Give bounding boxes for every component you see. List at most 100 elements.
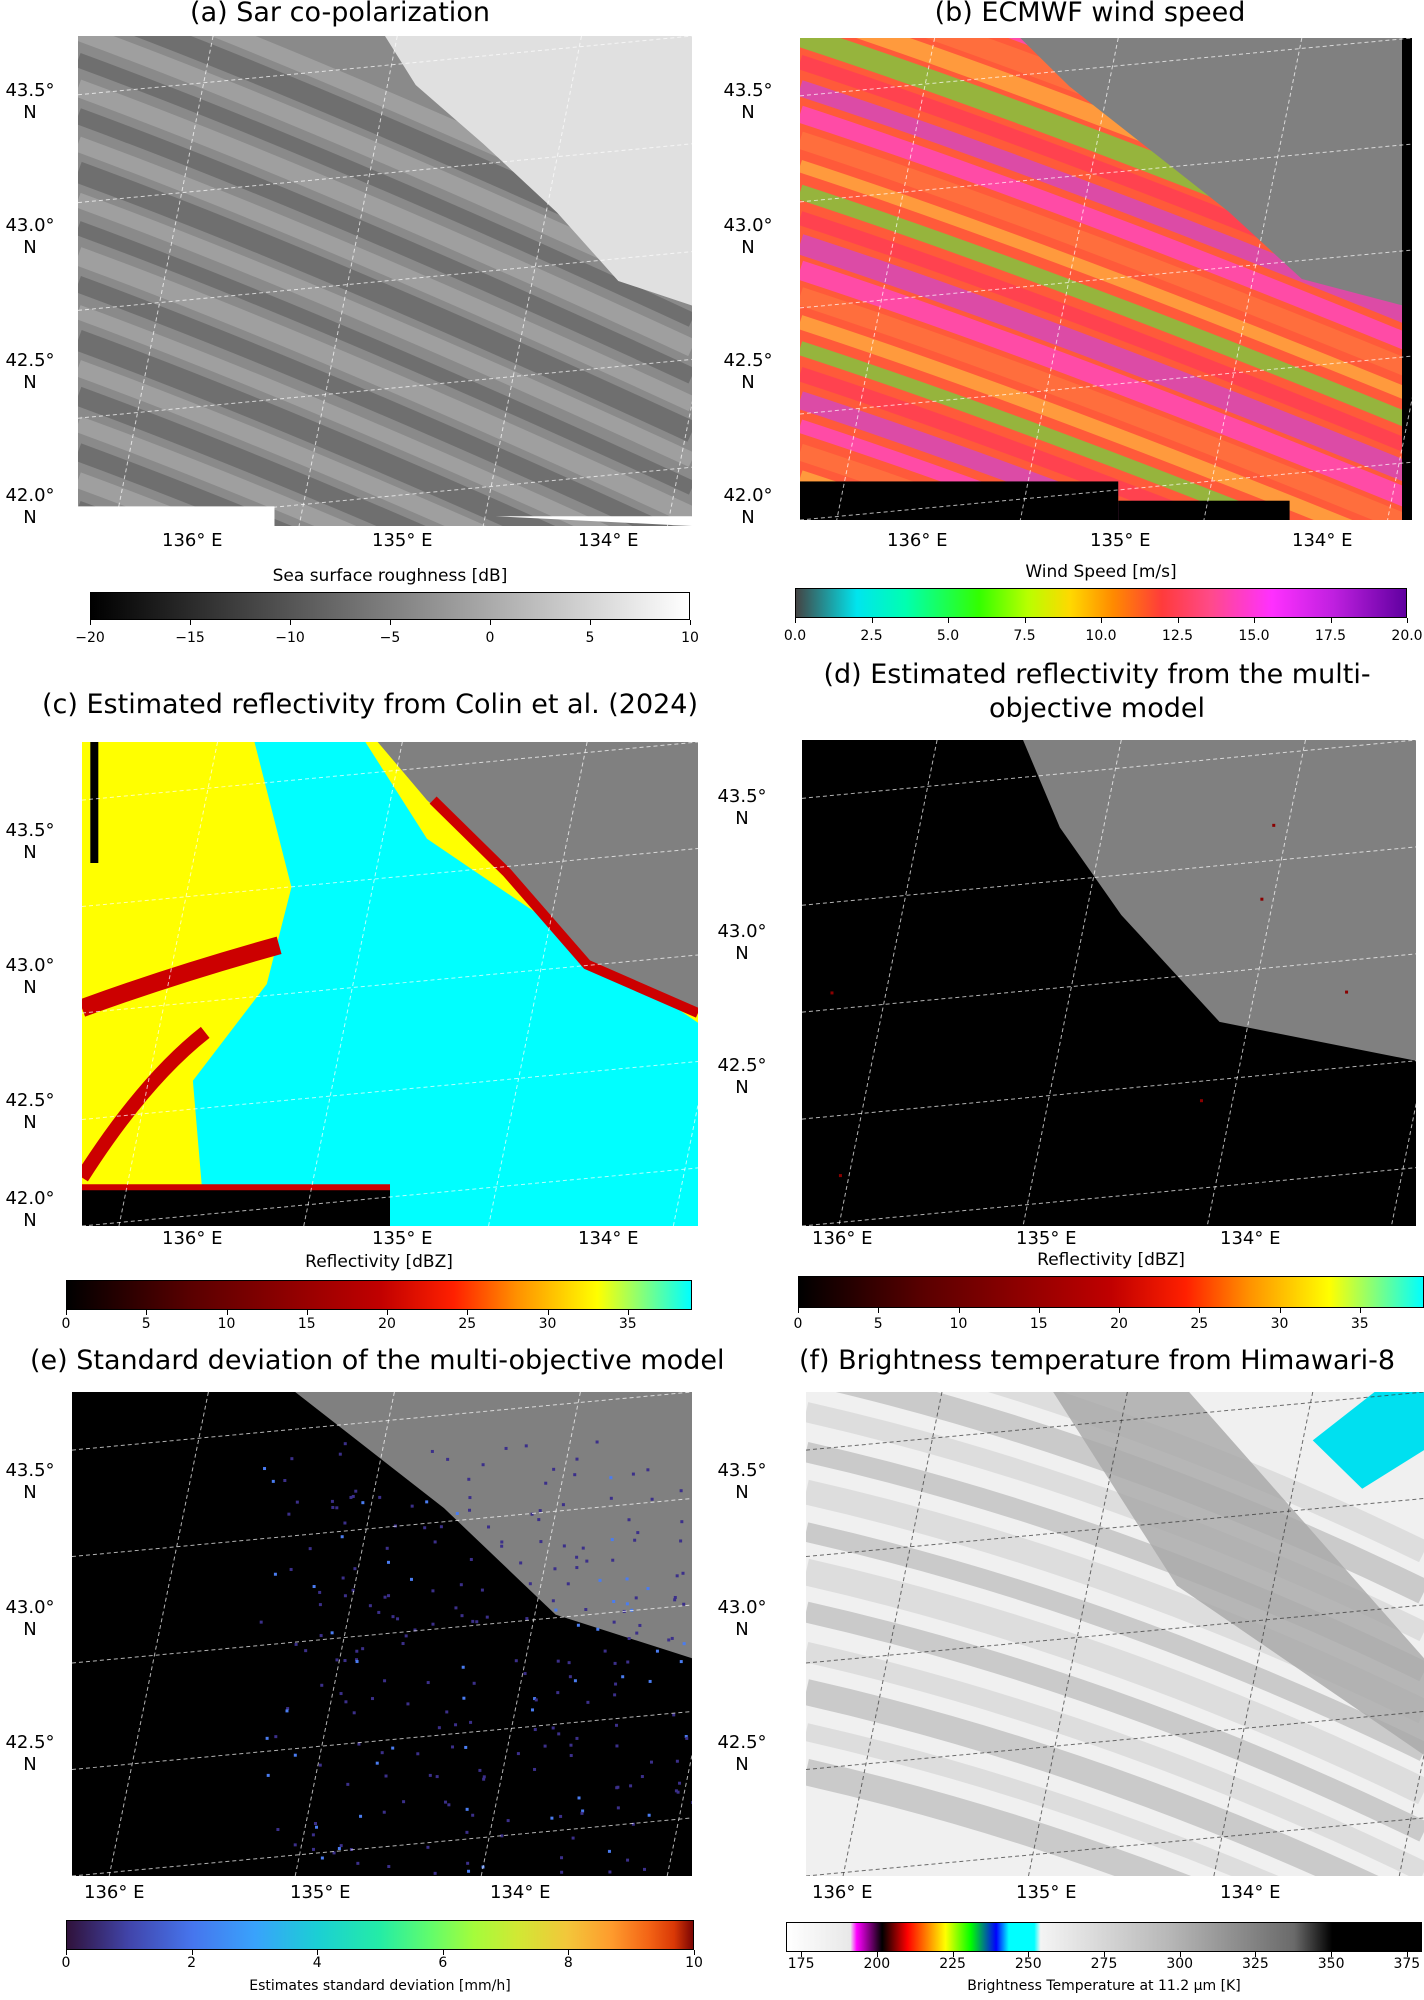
colorbar-tick-label: 15 — [1029, 1316, 1048, 1332]
colorbar-tick-label: 5 — [141, 1316, 151, 1332]
colorbar-tick-mark — [1255, 1952, 1257, 1957]
lat-unit: N — [735, 808, 749, 829]
lon-tick-label: 135° E — [290, 1882, 351, 1903]
lon-tick-label: 136° E — [162, 1228, 223, 1249]
lat-tick-label: 42.5° N — [712, 1732, 772, 1776]
colorbar-tick-mark — [1177, 618, 1179, 623]
colorbar-tick-mark — [568, 1950, 570, 1955]
lat-value: 43.5° — [5, 1460, 55, 1481]
lat-tick-label: 43.0° N — [0, 1597, 60, 1641]
colorbar-tick-label: 12.5 — [1161, 628, 1194, 644]
lat-unit: N — [23, 237, 37, 258]
lon-tick-label: 134° E — [1292, 530, 1353, 551]
lat-value: 42.5° — [5, 350, 55, 371]
colorbar-tick-label: 35 — [618, 1316, 637, 1332]
colorbar — [786, 1922, 1422, 1952]
colorbar-tick-mark — [1359, 1308, 1361, 1313]
colorbar-tick-mark — [490, 620, 491, 625]
colorbar — [66, 1280, 692, 1310]
lat-tick-label: 42.5° N — [0, 1732, 60, 1776]
colorbar-tick-label: 25 — [1190, 1316, 1209, 1332]
colorbar-tick-label: 10 — [949, 1316, 968, 1332]
lat-value: 43.0° — [5, 955, 55, 976]
lat-tick-label: 42.5° N — [0, 1090, 60, 1134]
lat-value: 42.0° — [5, 1188, 55, 1209]
colorbar-tick-label: 0 — [61, 1316, 71, 1332]
colorbar-tick-mark — [690, 620, 691, 625]
lat-value: 43.5° — [5, 80, 55, 101]
lat-unit: N — [23, 372, 37, 393]
lat-unit: N — [741, 237, 755, 258]
colorbar-tick-mark — [1028, 1952, 1030, 1957]
colorbar-tick-label: 275 — [1090, 1956, 1118, 1972]
colorbar-label: Sea surface roughness [dB] — [272, 566, 508, 586]
lat-unit: N — [741, 372, 755, 393]
lat-unit: N — [735, 1077, 749, 1098]
colorbar-tick-mark — [467, 1310, 469, 1315]
colorbar-tick-mark — [958, 1308, 960, 1313]
lat-value: 43.0° — [5, 215, 55, 236]
lon-tick-label: 135° E — [1090, 530, 1151, 551]
lat-value: 42.5° — [5, 1090, 55, 1111]
colorbar-tick-mark — [442, 1950, 444, 1955]
colorbar-tick-mark — [948, 618, 949, 623]
lon-tick-label: 136° E — [887, 530, 948, 551]
colorbar-tick-label: 10 — [685, 1955, 703, 1971]
colorbar-tick-mark — [390, 620, 391, 625]
colorbar-tick-mark — [1406, 1952, 1408, 1957]
lat-value: 43.0° — [5, 1597, 55, 1618]
lat-unit: N — [23, 507, 37, 528]
map-image — [82, 742, 698, 1226]
colorbar-tick-mark — [1331, 1952, 1333, 1957]
colorbar-tick-mark — [547, 1310, 549, 1315]
colorbar-tick-mark — [1407, 618, 1408, 623]
colorbar-tick-label: −10 — [275, 630, 305, 646]
lat-tick-label: 43.5° N — [712, 1460, 772, 1504]
colorbar-label: Brightness Temperature at 11.2 µm [K] — [967, 1978, 1241, 1994]
panel-title: (c) Estimated reflectivity from Colin et… — [41, 689, 699, 720]
lat-value: 42.5° — [5, 1732, 55, 1753]
colorbar-tick-mark — [1199, 1308, 1201, 1313]
colorbar-tick-label: 350 — [1317, 1956, 1345, 1972]
colorbar-tick-label: 6 — [438, 1955, 448, 1971]
colorbar-tick-label: 5 — [585, 630, 595, 646]
map-raster — [800, 38, 1412, 520]
colorbar-tick-label: 0.0 — [783, 628, 807, 644]
lon-tick-label: 134° E — [1220, 1882, 1281, 1903]
lon-tick-label: 135° E — [372, 530, 433, 551]
lat-value: 43.5° — [717, 1460, 767, 1481]
colorbar-tick-mark — [952, 1952, 954, 1957]
colorbar-tick-mark — [191, 1950, 193, 1955]
lat-tick-label: 43.5° N — [712, 786, 772, 830]
lat-unit: N — [23, 1482, 37, 1503]
colorbar-tick-mark — [627, 1310, 629, 1315]
map-image — [802, 740, 1416, 1226]
lat-tick-label: 43.0° N — [712, 1597, 772, 1641]
lon-tick-label: 134° E — [578, 1228, 639, 1249]
colorbar-tick-mark — [290, 620, 291, 625]
lat-unit: N — [735, 1482, 749, 1503]
lon-tick-label: 136° E — [84, 1882, 145, 1903]
colorbar — [90, 592, 690, 620]
lat-value: 43.5° — [717, 786, 767, 807]
lat-value: 43.0° — [723, 215, 773, 236]
colorbar-tick-mark — [317, 1950, 319, 1955]
colorbar-tick-mark — [90, 620, 91, 625]
colorbar-tick-label: 8 — [563, 1955, 573, 1971]
colorbar-tick-mark — [801, 1952, 803, 1957]
lon-tick-label: 134° E — [1220, 1228, 1281, 1249]
lon-tick-label: 135° E — [1016, 1228, 1077, 1249]
colorbar-tick-mark — [694, 1950, 695, 1955]
colorbar-tick-label: 4 — [312, 1955, 322, 1971]
colorbar-tick-label: 7.5 — [1013, 628, 1036, 644]
colorbar-tick-mark — [876, 1952, 878, 1957]
colorbar-tick-label: 250 — [1014, 1956, 1042, 1972]
panel-title: (f) Brightness temperature from Himawari… — [798, 1345, 1396, 1376]
colorbar-tick-label: 10.0 — [1085, 628, 1117, 644]
colorbar-tick-label: 225 — [939, 1956, 966, 1972]
lat-unit: N — [23, 1754, 37, 1775]
map-image — [78, 36, 692, 526]
lat-value: 43.0° — [717, 921, 767, 942]
lat-unit: N — [23, 1112, 37, 1133]
lat-tick-label: 42.0° N — [0, 1188, 60, 1232]
